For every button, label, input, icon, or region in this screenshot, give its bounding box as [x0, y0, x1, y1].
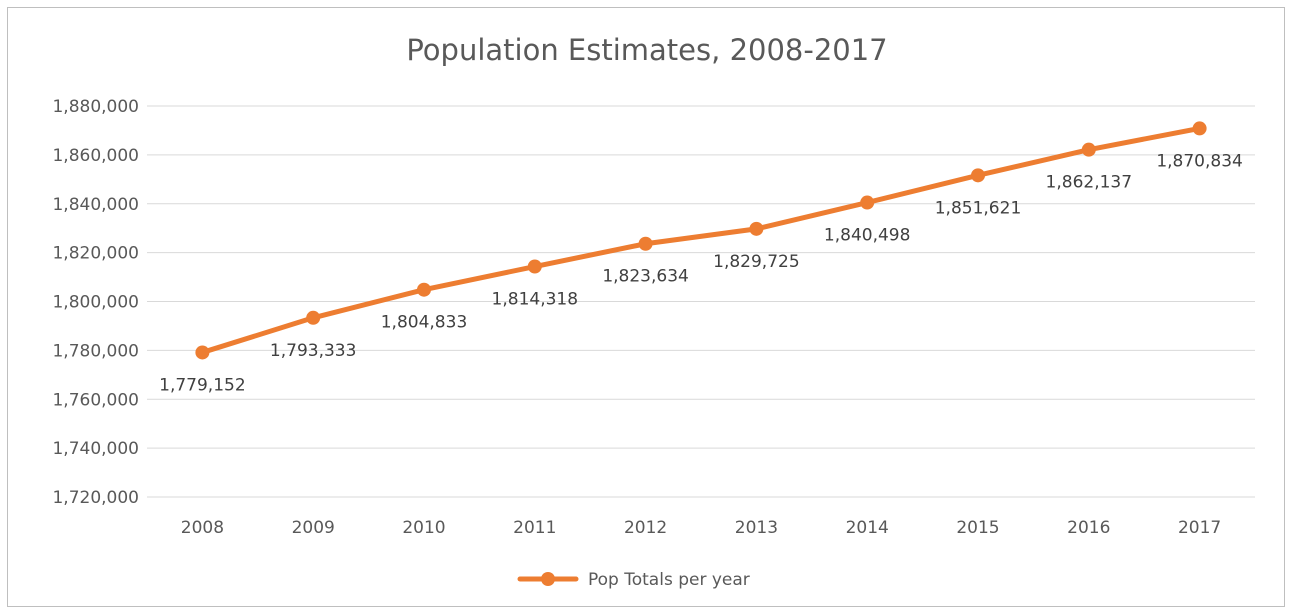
- gridlines: [147, 105, 1255, 498]
- legend-marker: [541, 572, 555, 586]
- legend-label: Pop Totals per year: [588, 570, 750, 590]
- x-tick-label-2010: 2010: [402, 518, 445, 538]
- data-label-2012: 1,823,634: [602, 267, 689, 287]
- y-tick-label-3: 1,780,000: [52, 341, 139, 361]
- data-point-2014: [860, 195, 875, 210]
- data-point-2009: [306, 310, 321, 325]
- x-tick-label-2014: 2014: [846, 518, 889, 538]
- x-tick-label-2008: 2008: [181, 518, 224, 538]
- data-label-2010: 1,804,833: [381, 313, 468, 333]
- chart-title: Population Estimates, 2008-2017: [406, 33, 887, 67]
- data-label-2013: 1,829,725: [713, 252, 800, 272]
- data-point-2016: [1081, 142, 1096, 157]
- data-label-2017: 1,870,834: [1156, 151, 1243, 171]
- y-tick-label-7: 1,860,000: [52, 146, 139, 166]
- data-label-2008: 1,779,152: [159, 375, 246, 395]
- data-point-2011: [527, 259, 542, 274]
- y-tick-label-0: 1,720,000: [52, 488, 139, 508]
- data-point-2013: [749, 221, 764, 236]
- data-label-2014: 1,840,498: [824, 226, 911, 246]
- y-tick-label-5: 1,820,000: [52, 244, 139, 264]
- series-pop-totals: [195, 121, 1207, 360]
- x-tick-label-2016: 2016: [1067, 518, 1110, 538]
- x-tick-label-2011: 2011: [513, 518, 556, 538]
- legend: Pop Totals per year: [517, 570, 750, 590]
- data-label-2011: 1,814,318: [492, 290, 579, 310]
- x-axis-tick-labels: 2008 2009 2010 2011 2012 2013 2014 2015 2016 2017: [181, 518, 1221, 538]
- y-axis-tick-labels: 1,720,000 1,740,000 1,760,000 1,780,000 1,80…: [52, 97, 139, 508]
- data-label-2015: 1,851,621: [935, 198, 1022, 218]
- y-tick-label-2: 1,760,000: [52, 390, 139, 410]
- x-tick-label-2017: 2017: [1178, 518, 1221, 538]
- data-point-2012: [638, 236, 653, 251]
- series-line: [199, 125, 1203, 355]
- data-point-2017: [1192, 121, 1207, 136]
- data-labels: 1,779,152 1,793,333 1,804,833 1,814,318 1,82…: [159, 151, 1243, 395]
- chart-frame: [7, 7, 1285, 607]
- x-tick-label-2013: 2013: [735, 518, 778, 538]
- data-point-2015: [971, 168, 985, 183]
- y-tick-label-8: 1,880,000: [52, 97, 139, 117]
- data-label-2009: 1,793,333: [270, 341, 357, 361]
- x-tick-label-2009: 2009: [292, 518, 335, 538]
- y-tick-label-4: 1,800,000: [52, 293, 139, 313]
- data-point-2008: [195, 345, 210, 360]
- data-label-2016: 1,862,137: [1046, 173, 1133, 193]
- y-tick-label-1: 1,740,000: [52, 439, 139, 459]
- x-tick-label-2015: 2015: [956, 518, 999, 538]
- data-point-2010: [417, 282, 431, 297]
- y-tick-label-6: 1,840,000: [52, 195, 139, 215]
- x-tick-label-2012: 2012: [624, 518, 667, 538]
